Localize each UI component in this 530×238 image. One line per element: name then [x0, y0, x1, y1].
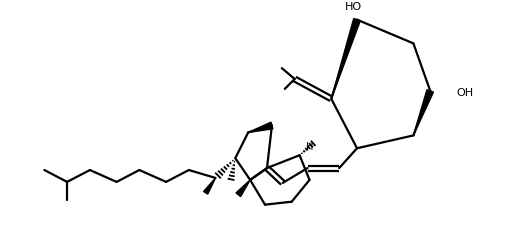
Polygon shape — [413, 90, 434, 135]
Polygon shape — [331, 19, 360, 99]
Polygon shape — [248, 122, 273, 132]
Text: H: H — [306, 142, 313, 152]
Text: HO: HO — [344, 2, 361, 12]
Text: OH: OH — [456, 88, 473, 98]
Polygon shape — [236, 180, 250, 197]
Polygon shape — [204, 178, 216, 194]
